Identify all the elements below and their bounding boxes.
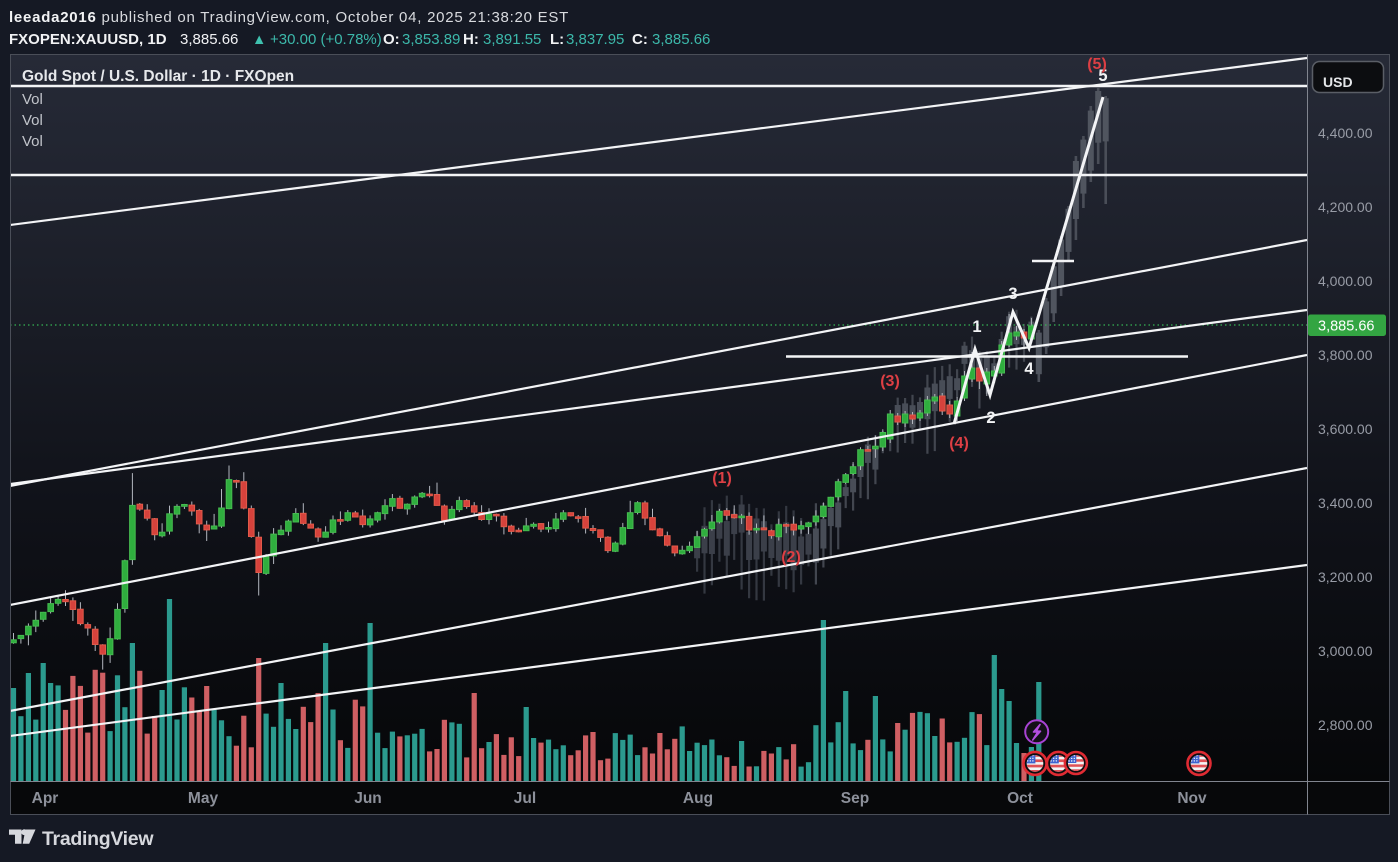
- svg-text:Gold Spot / U.S. Dollar · 1D ·: Gold Spot / U.S. Dollar · 1D · FXOpen: [22, 68, 294, 85]
- svg-text:3,400.00: 3,400.00: [1318, 495, 1373, 511]
- svg-text:3,000.00: 3,000.00: [1318, 643, 1373, 659]
- svg-text:(5): (5): [1087, 56, 1107, 73]
- svg-text:Vol: Vol: [22, 112, 43, 129]
- svg-text:USD: USD: [1323, 74, 1353, 90]
- svg-text:Vol: Vol: [22, 91, 43, 108]
- svg-text:Apr: Apr: [32, 790, 59, 807]
- svg-text:Aug: Aug: [683, 790, 713, 807]
- svg-text:Jun: Jun: [354, 790, 382, 807]
- svg-text:2: 2: [986, 409, 995, 427]
- svg-text:May: May: [188, 790, 219, 807]
- svg-text:4: 4: [1024, 360, 1034, 378]
- svg-text:5: 5: [1098, 67, 1107, 85]
- svg-text:(4): (4): [949, 435, 969, 452]
- svg-text:Jul: Jul: [514, 790, 536, 807]
- svg-text:2,800.00: 2,800.00: [1318, 717, 1373, 733]
- svg-text:Sep: Sep: [841, 790, 869, 807]
- svg-text:(1): (1): [712, 470, 732, 487]
- svg-text:3,800.00: 3,800.00: [1318, 347, 1373, 363]
- svg-text:4,000.00: 4,000.00: [1318, 273, 1373, 289]
- svg-text:3: 3: [1008, 285, 1017, 303]
- svg-text:3,600.00: 3,600.00: [1318, 421, 1373, 437]
- svg-text:FXOPEN:XAUUSD, 1D3,885.66▲+30.: FXOPEN:XAUUSD, 1D 3,885.66 ▲ +30.00 (+0.78%…: [9, 31, 710, 48]
- svg-text:Vol: Vol: [22, 133, 43, 150]
- svg-text:4,400.00: 4,400.00: [1318, 125, 1373, 141]
- svg-text:4,200.00: 4,200.00: [1318, 199, 1373, 215]
- svg-text:TradingView: TradingView: [42, 828, 154, 850]
- svg-text:Oct: Oct: [1007, 790, 1033, 807]
- svg-text:(3): (3): [880, 373, 900, 390]
- svg-text:Nov: Nov: [1177, 790, 1207, 807]
- svg-text:1: 1: [972, 318, 981, 336]
- svg-text:leeada2016 published on Tradin: leeada2016 published on TradingView.com,…: [9, 9, 569, 26]
- svg-text:(2): (2): [781, 549, 801, 566]
- svg-text:3,885.66: 3,885.66: [1318, 319, 1374, 335]
- svg-text:3,200.00: 3,200.00: [1318, 569, 1373, 585]
